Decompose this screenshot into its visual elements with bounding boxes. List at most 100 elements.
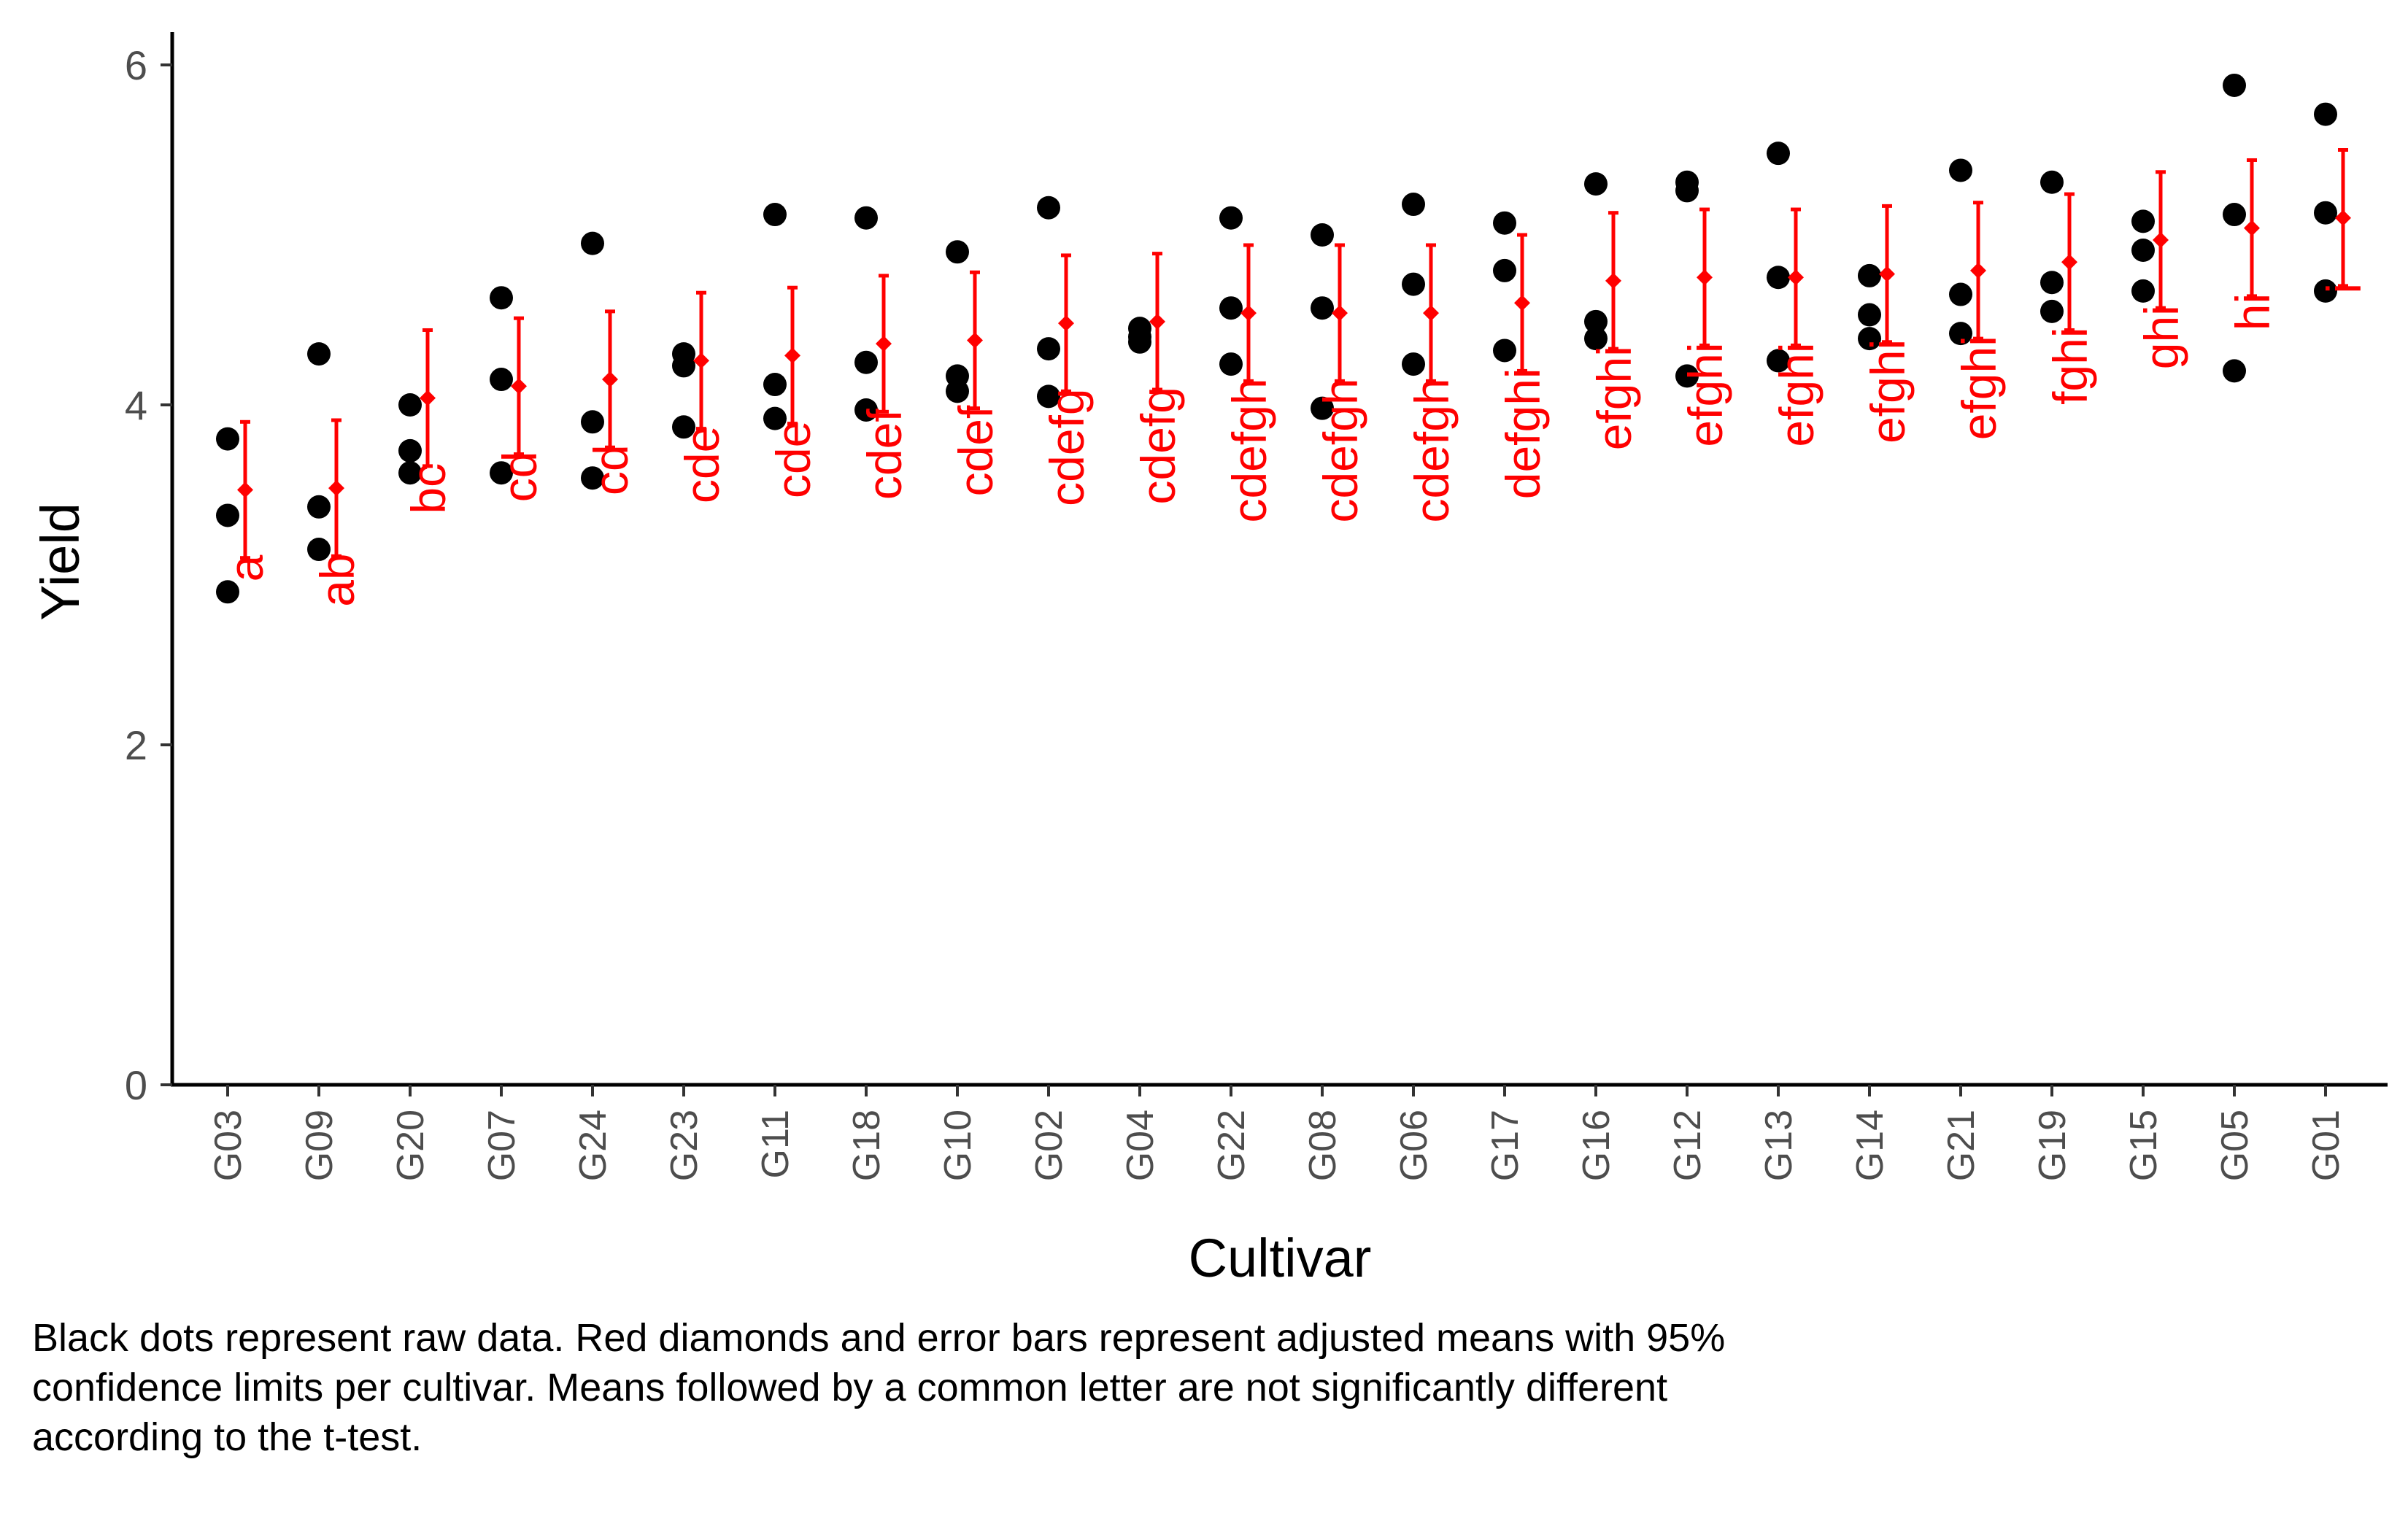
caption-line-3: according to the t-test. <box>32 1415 422 1459</box>
raw-data-point <box>1402 352 1425 376</box>
group-letter: efghi <box>1952 336 2006 440</box>
y-tick-label: 0 <box>125 1062 147 1108</box>
raw-data-point <box>1767 349 1790 373</box>
group-letter: bc <box>401 463 455 514</box>
mean-diamond <box>1605 272 1621 289</box>
mean-diamond <box>967 332 983 349</box>
raw-data-point <box>2131 238 2155 262</box>
group-letter: fghi <box>2043 327 2097 404</box>
x-tick-label: G10 <box>937 1110 979 1181</box>
raw-data-point <box>307 495 331 519</box>
raw-data-point <box>763 203 787 227</box>
x-tick-label: G02 <box>1028 1110 1070 1181</box>
raw-data-point <box>854 350 878 374</box>
raw-data-point <box>581 231 604 255</box>
group-letter: cdef <box>857 409 911 500</box>
x-axis-label: Cultivar <box>1189 1228 1372 1288</box>
raw-data-point <box>398 438 422 463</box>
raw-data-point <box>2040 170 2064 194</box>
raw-data-point <box>1402 193 1425 217</box>
mean-diamond <box>1970 262 1986 279</box>
raw-data-point <box>1675 364 1699 388</box>
raw-data-point <box>2131 209 2155 233</box>
group-letter: ab <box>310 553 364 606</box>
group-letter: cdef <box>949 405 1003 496</box>
mean-diamond <box>2061 254 2077 271</box>
group-letter: cd <box>584 444 638 495</box>
raw-data-point <box>1402 272 1425 296</box>
raw-data-point <box>216 503 239 527</box>
x-tick-label: G12 <box>1667 1110 1709 1181</box>
raw-data-point <box>1858 263 1881 287</box>
mean-diamond <box>1332 305 1348 322</box>
raw-data-point <box>1493 338 1516 363</box>
raw-data-point <box>1949 158 1972 182</box>
raw-data-point <box>763 406 787 430</box>
x-tick-label: G16 <box>1575 1110 1618 1181</box>
group-letter: a <box>219 554 273 581</box>
raw-data-point <box>672 415 695 439</box>
group-letter: defghi <box>1496 368 1550 499</box>
raw-data-point <box>2040 299 2064 323</box>
y-tick-label: 2 <box>125 722 147 768</box>
raw-data-point <box>1037 384 1060 409</box>
x-tick-label: G21 <box>1940 1110 1983 1181</box>
raw-data-point <box>946 379 969 403</box>
mean-diamond <box>1788 269 1804 286</box>
raw-data-point <box>2314 279 2337 303</box>
raw-data-point <box>307 538 331 562</box>
y-tick-label: 6 <box>125 42 147 88</box>
y-axis-label: Yield <box>30 503 90 621</box>
y-ticks: 0 2 4 6 <box>125 42 172 1108</box>
x-tick-label: G03 <box>207 1110 250 1181</box>
raw-data-point <box>1493 258 1516 282</box>
x-tick-label: G17 <box>1484 1110 1527 1181</box>
raw-data-point <box>490 286 513 310</box>
figure-caption: Black dots represent raw data. Red diamo… <box>32 1313 2367 1462</box>
raw-data-point <box>854 398 878 422</box>
raw-data-point <box>1767 142 1790 166</box>
group-letter: efghi <box>1770 342 1824 446</box>
group-letter: cd <box>493 452 547 503</box>
raw-data-point <box>1219 352 1243 376</box>
group-letter: ghi <box>2134 305 2188 369</box>
mean-diamond <box>237 481 253 498</box>
mean-diamond <box>2244 220 2260 236</box>
raw-data-point <box>2223 203 2246 227</box>
x-tick-label: G14 <box>1849 1110 1891 1181</box>
raw-data-point <box>1311 296 1334 320</box>
x-tick-label: G01 <box>2305 1110 2347 1181</box>
mean-diamond <box>693 352 709 369</box>
group-letter: cdefgh <box>1222 378 1276 522</box>
raw-data-point <box>1311 396 1334 420</box>
x-tick-label: G20 <box>390 1110 432 1181</box>
x-tick-label: G11 <box>755 1110 797 1178</box>
x-tick-label: G22 <box>1211 1110 1253 1181</box>
raw-data-point <box>946 240 969 264</box>
raw-data-point <box>398 461 422 485</box>
mean-diamond <box>2153 231 2169 248</box>
x-tick-label: G19 <box>2031 1110 2074 1181</box>
raw-data-point <box>1675 179 1699 203</box>
mean-diamond <box>420 390 436 406</box>
raw-data-point <box>1584 327 1608 351</box>
group-letter: cdefgh <box>1405 378 1459 522</box>
confidence-interval-layer <box>237 148 2351 560</box>
y-tick-label: 4 <box>125 382 147 428</box>
mean-diamond <box>511 378 527 395</box>
raw-data-point <box>2223 73 2246 97</box>
x-tick-label: G04 <box>1119 1110 1162 1181</box>
caption-line-1: Black dots represent raw data. Red diamo… <box>32 1316 1726 1360</box>
mean-diamond <box>1058 315 1074 332</box>
raw-data-point <box>581 466 604 490</box>
raw-data-point <box>1128 330 1151 354</box>
raw-data-point <box>1584 172 1608 196</box>
axes <box>170 32 2388 1087</box>
raw-data-point <box>581 410 604 434</box>
raw-data-point <box>216 580 239 604</box>
mean-diamond <box>784 347 800 364</box>
mean-diamond <box>1879 266 1895 282</box>
group-letter: efghi <box>1678 342 1732 446</box>
x-tick-label: G07 <box>481 1110 523 1181</box>
